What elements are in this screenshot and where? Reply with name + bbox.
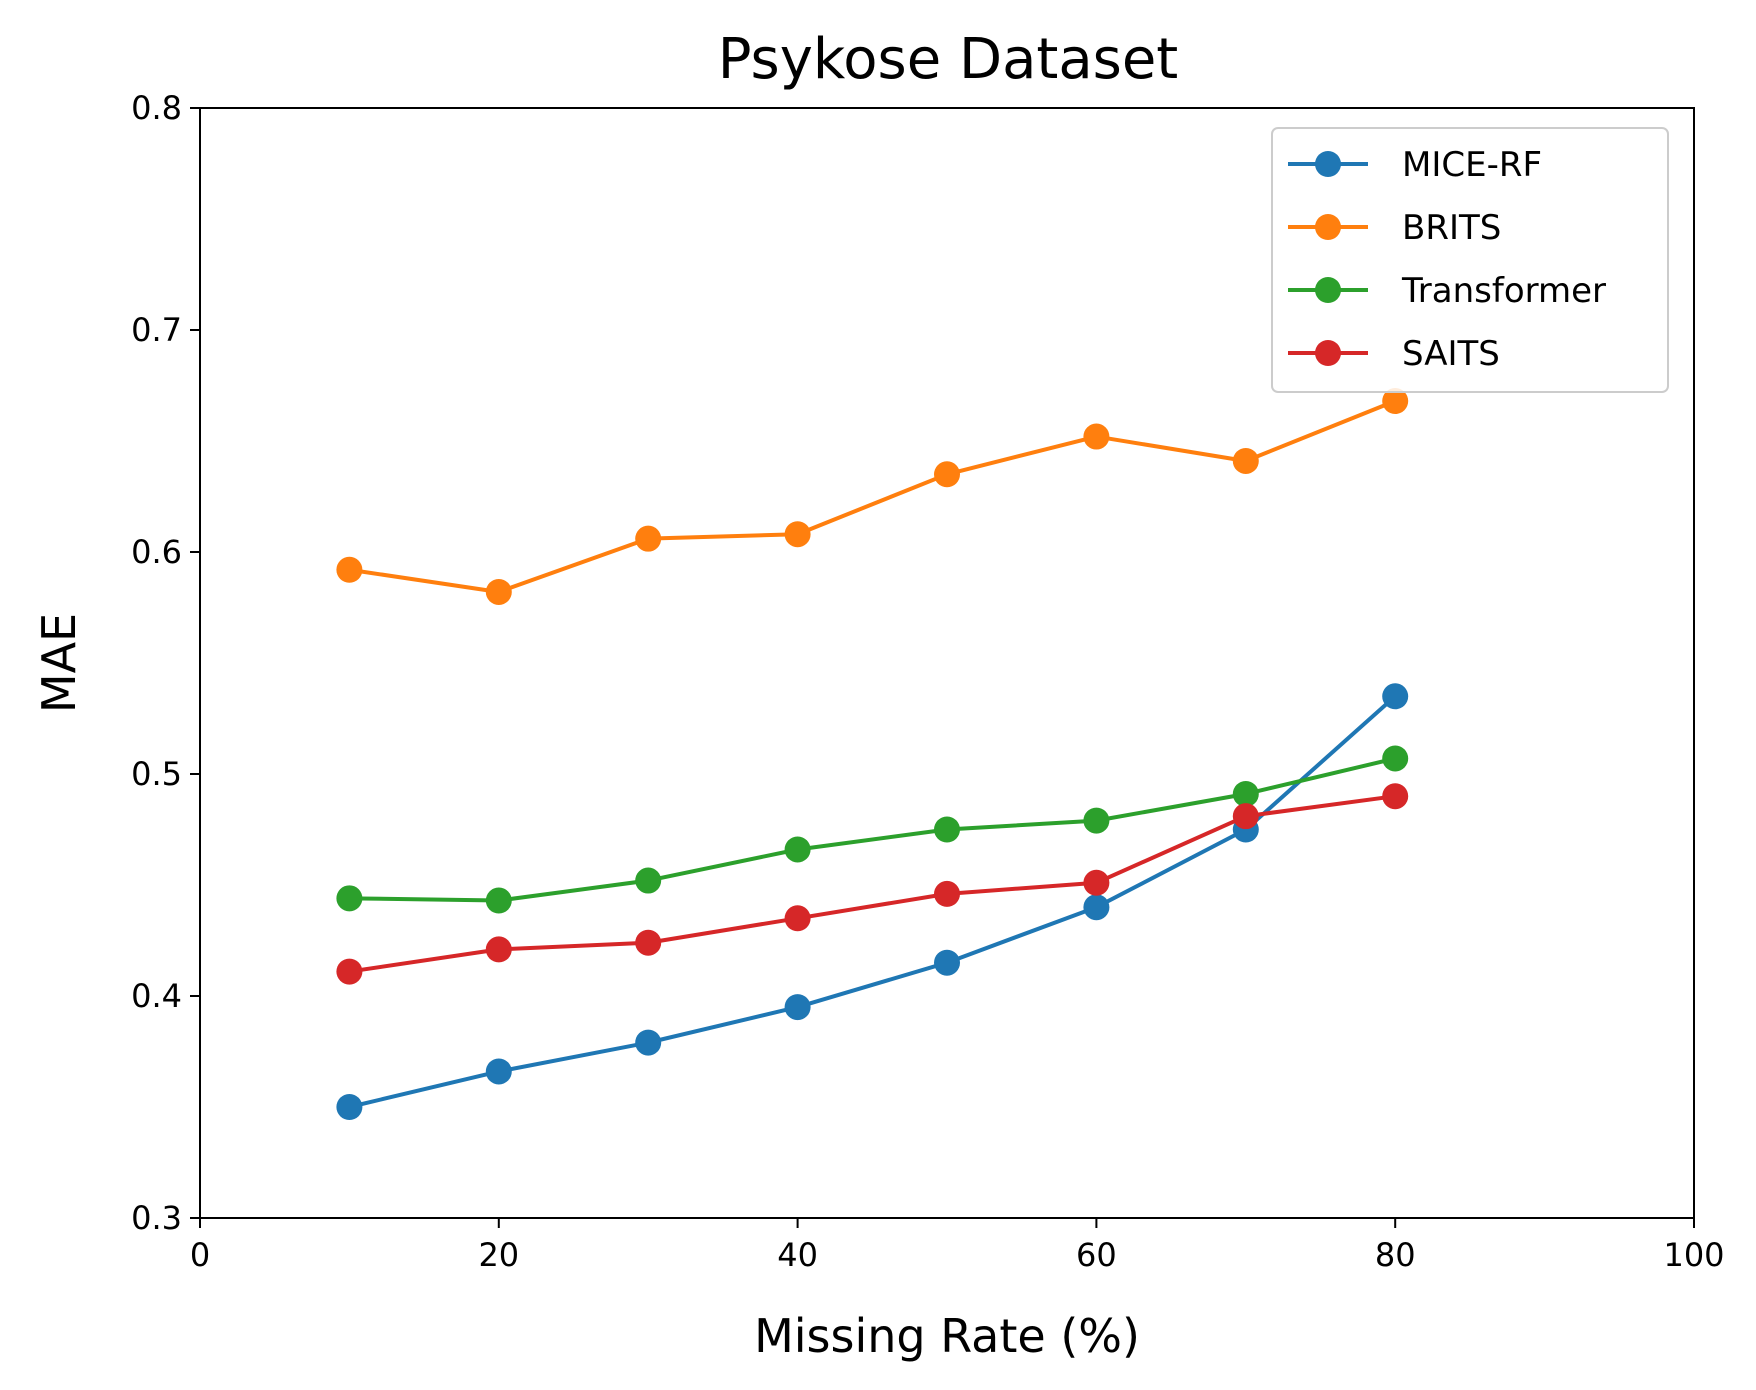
data-point-mice-rf xyxy=(485,1058,512,1085)
x-tick-label: 80 xyxy=(1375,1236,1416,1274)
x-axis-title: Missing Rate (%) xyxy=(754,1309,1140,1363)
data-point-transformer xyxy=(336,885,363,912)
x-tick-label: 0 xyxy=(190,1236,210,1274)
data-point-brits xyxy=(1382,388,1409,415)
series-mice-rf xyxy=(336,683,1409,1120)
data-point-brits xyxy=(485,578,512,605)
data-point-transformer xyxy=(784,836,811,863)
y-axis-title: MAE xyxy=(32,613,86,713)
y-axis-ticks: 0.3 0.4 0.5 0.6 0.7 0.8 xyxy=(131,89,200,1237)
legend-label-transformer: Transformer xyxy=(1401,271,1606,311)
data-point-transformer xyxy=(485,887,512,914)
legend-item-transformer: Transformer xyxy=(1288,271,1606,311)
data-point-transformer xyxy=(635,867,662,894)
x-tick-label: 100 xyxy=(1663,1236,1724,1274)
legend-item-saits: SAITS xyxy=(1288,334,1500,374)
data-point-saits xyxy=(336,958,363,985)
y-tick-label: 0.4 xyxy=(131,977,182,1015)
data-point-transformer xyxy=(934,816,960,843)
chart-title: Psykose Dataset xyxy=(718,27,1179,92)
series-transformer xyxy=(336,745,1409,914)
data-point-saits xyxy=(1382,783,1409,810)
series-brits xyxy=(336,388,1409,605)
y-tick-label: 0.5 xyxy=(131,755,182,793)
series-line-transformer xyxy=(349,756,1396,903)
data-point-mice-rf xyxy=(934,949,960,976)
data-point-brits xyxy=(336,556,363,583)
legend-label-brits: BRITS xyxy=(1402,208,1501,248)
series-layer xyxy=(336,388,1409,1120)
data-point-saits xyxy=(485,936,512,963)
data-point-brits xyxy=(1083,423,1110,450)
data-point-brits xyxy=(635,525,662,552)
x-tick-label: 20 xyxy=(478,1236,519,1274)
data-point-transformer xyxy=(1232,780,1259,807)
data-point-transformer xyxy=(1382,745,1409,772)
y-tick-label: 0.6 xyxy=(131,533,182,571)
legend-marker-mice-rf xyxy=(1315,151,1341,177)
data-point-brits xyxy=(934,461,960,488)
legend: MICE-RF BRITS Transformer SAITS xyxy=(1271,127,1669,393)
data-point-brits xyxy=(1232,447,1259,474)
series-line-saits xyxy=(349,794,1396,974)
legend-marker-saits xyxy=(1315,340,1341,366)
legend-marker-transformer xyxy=(1315,277,1341,303)
data-point-brits xyxy=(784,521,811,548)
x-tick-label: 40 xyxy=(777,1236,818,1274)
data-point-saits xyxy=(635,929,662,956)
legend-label-mice-rf: MICE-RF xyxy=(1402,145,1542,185)
data-point-mice-rf xyxy=(1083,894,1110,921)
legend-marker-brits xyxy=(1315,214,1341,240)
data-point-mice-rf xyxy=(635,1029,662,1056)
data-point-saits xyxy=(1083,869,1110,896)
x-tick-label: 60 xyxy=(1076,1236,1117,1274)
x-axis-ticks: 0 20 40 60 80 100 xyxy=(190,1218,1725,1274)
y-tick-label: 0.7 xyxy=(131,311,182,349)
legend-item-mice-rf: MICE-RF xyxy=(1288,145,1542,185)
legend-label-saits: SAITS xyxy=(1402,334,1500,374)
data-point-saits xyxy=(784,905,811,932)
y-tick-label: 0.3 xyxy=(131,1199,182,1237)
legend-item-brits: BRITS xyxy=(1288,208,1501,248)
series-line-mice-rf xyxy=(348,694,1397,1109)
data-point-transformer xyxy=(1083,807,1110,834)
data-point-mice-rf xyxy=(336,1094,363,1120)
legend-box xyxy=(1271,127,1669,393)
plot-frame xyxy=(199,107,1695,1219)
data-point-saits xyxy=(934,880,960,907)
data-point-saits xyxy=(1232,803,1259,830)
data-point-mice-rf xyxy=(1382,683,1409,710)
data-point-mice-rf xyxy=(784,994,811,1021)
y-tick-label: 0.8 xyxy=(131,89,182,127)
series-line-brits xyxy=(349,399,1396,594)
series-saits xyxy=(336,783,1409,985)
